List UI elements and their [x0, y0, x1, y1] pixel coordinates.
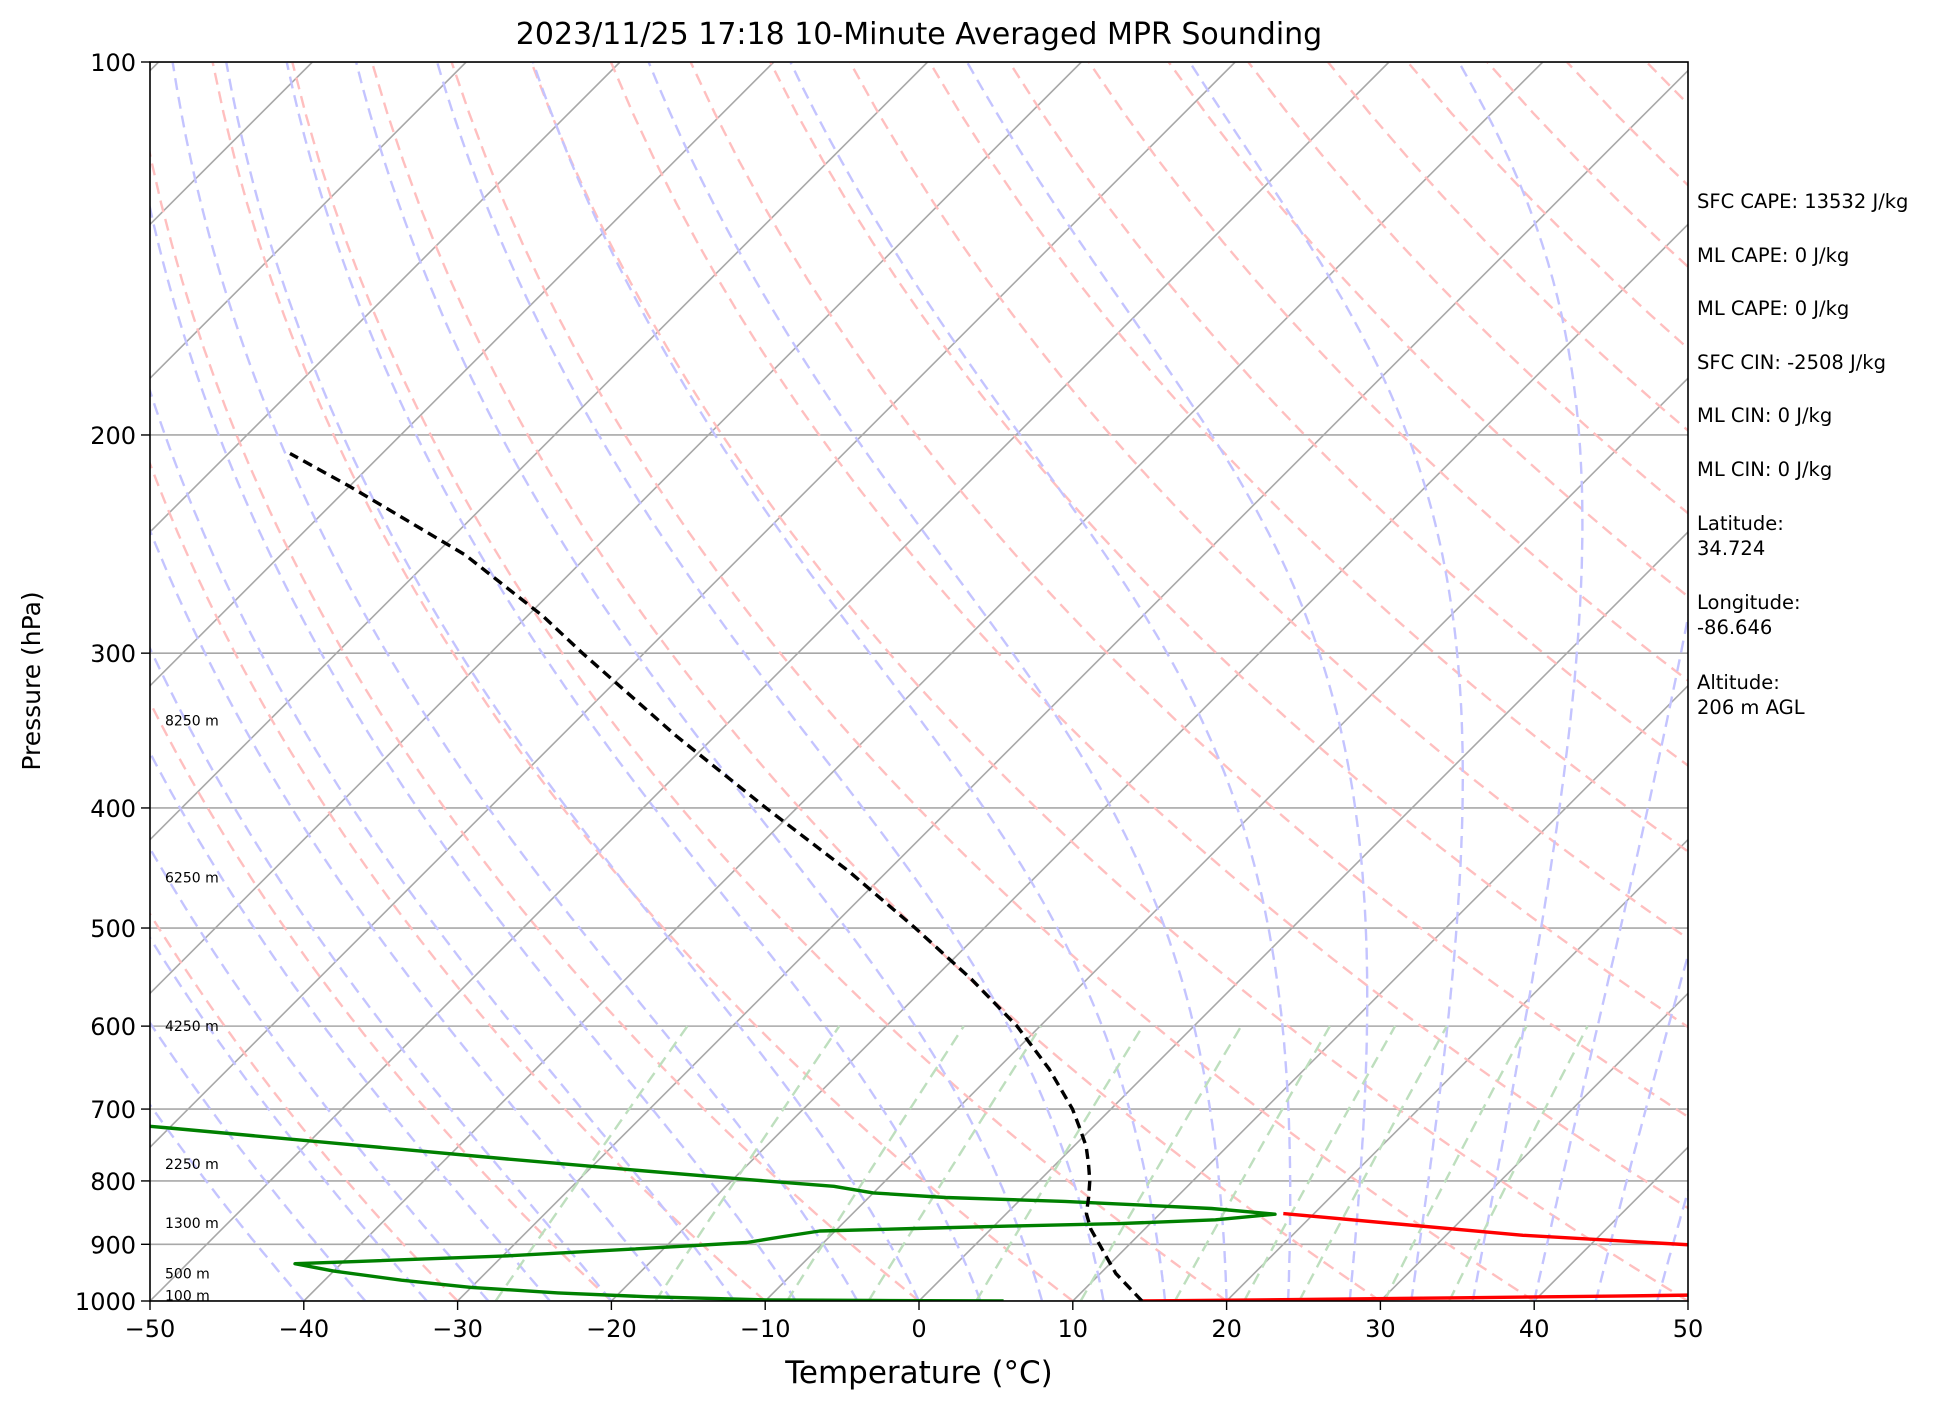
- y-tick-label: 800: [90, 1168, 136, 1196]
- moist-adiabat-line: [287, 62, 981, 1301]
- isotherm-line: [0, 62, 5, 1301]
- height-label: 2250 m: [165, 1157, 219, 1173]
- y-tick-label: 1000: [75, 1288, 136, 1316]
- latitude-value: 34.724: [1697, 538, 1765, 560]
- x-tick-label: 20: [1211, 1315, 1242, 1343]
- x-tick-label: −50: [125, 1315, 176, 1343]
- x-tick-label: 50: [1673, 1315, 1704, 1343]
- moist-adiabat-line: [0, 62, 488, 1301]
- moist-adiabat-line: [356, 62, 1042, 1301]
- y-tick-label: 300: [90, 640, 136, 668]
- series-line-temperature: [1142, 1214, 1950, 1301]
- height-label: 4250 m: [165, 1019, 219, 1035]
- x-axis-label: Temperature (°C): [784, 1355, 1053, 1391]
- height-label: 8250 m: [165, 714, 219, 730]
- moist-adiabat-line: [173, 62, 858, 1301]
- moist-adiabat-line: [226, 62, 919, 1301]
- altitude-label: Altitude:: [1697, 672, 1780, 694]
- dry-adiabat-line: [372, 62, 1381, 1301]
- x-tick-label: −10: [740, 1315, 791, 1343]
- altitude-value: 206 m AGL: [1697, 697, 1805, 719]
- isotherm-line: [611, 62, 1850, 1301]
- moist-adiabat-line: [1459, 62, 1583, 1301]
- x-tick-label: 10: [1058, 1315, 1089, 1343]
- x-tick-label: −30: [432, 1315, 483, 1343]
- sfc-cape-text: SFC CAPE: 13532 J/kg: [1697, 191, 1908, 213]
- y-tick-label: 400: [90, 795, 136, 823]
- isotherm-line: [458, 62, 1697, 1301]
- isotherm-line: [150, 62, 1389, 1301]
- dry-adiabat-line: [1328, 62, 1950, 1301]
- dry-adiabat-line: [452, 62, 1535, 1301]
- x-tick-label: 0: [911, 1315, 926, 1343]
- y-tick-label: 900: [90, 1231, 136, 1259]
- isotherm-line: [0, 62, 1081, 1301]
- height-label: 6250 m: [165, 870, 219, 886]
- moist-adiabat-line: [124, 62, 796, 1301]
- sfc-cin-text: SFC CIN: -2508 J/kg: [1697, 352, 1886, 374]
- moist-adiabat-line: [0, 62, 550, 1301]
- sounding-series: [0, 454, 1950, 1302]
- ml-cin-text-2: ML CIN: 0 J/kg: [1697, 459, 1832, 481]
- mixing-ratio-line: [1449, 1026, 1587, 1301]
- latitude-label: Latitude:: [1697, 513, 1784, 535]
- dry-adiabat-line: [611, 62, 1842, 1301]
- y-tick-label: 600: [90, 1013, 136, 1041]
- dry-adiabat-line: [1408, 62, 1950, 1301]
- mixing-ratio-line: [496, 1026, 688, 1301]
- moist-adiabat-line: [790, 62, 1290, 1301]
- x-tick-label: 40: [1519, 1315, 1550, 1343]
- mixing-ratio-line: [976, 1026, 1142, 1301]
- dry-adiabat-line: [0, 62, 458, 1301]
- chart-title: 2023/11/25 17:18 10-Minute Averaged MPR …: [516, 17, 1322, 52]
- isotherm-line: [304, 62, 1543, 1301]
- moist-adiabat-line: [80, 62, 734, 1301]
- mixing-ratio-line: [1175, 1026, 1330, 1301]
- ml-cape-text: ML CAPE: 0 J/kg: [1697, 245, 1849, 267]
- height-label: 100 m: [165, 1289, 210, 1305]
- x-tick-label: −20: [586, 1315, 637, 1343]
- y-tick-label: 700: [90, 1096, 136, 1124]
- isotherm-line: [0, 62, 466, 1301]
- dry-adiabat-line: [531, 62, 1688, 1301]
- y-tick-label: 500: [90, 915, 136, 943]
- moist-adiabat-line: [967, 62, 1367, 1301]
- mixing-ratio-line: [1384, 1026, 1526, 1301]
- longitude-value: -86.646: [1697, 617, 1772, 639]
- background-lines: [0, 62, 1950, 1301]
- height-label: 500 m: [165, 1266, 210, 1282]
- x-tick-label: 30: [1365, 1315, 1396, 1343]
- ml-cin-text: ML CIN: 0 J/kg: [1697, 405, 1832, 427]
- isotherm-line: [1842, 62, 1950, 1301]
- mixing-ratio-line: [787, 1026, 964, 1301]
- ml-cape-text-2: ML CAPE: 0 J/kg: [1697, 298, 1849, 320]
- y-tick-label: 200: [90, 422, 136, 450]
- height-label: 1300 m: [165, 1216, 219, 1232]
- x-tick-label: −40: [278, 1315, 329, 1343]
- mixing-ratio-line: [869, 1026, 1041, 1301]
- y-tick-label: 100: [90, 49, 136, 77]
- height-labels: 100 m 500 m 1300 m 2250 m 4250 m 6250 m 8250 m: [165, 714, 219, 1305]
- longitude-label: Longitude:: [1697, 592, 1801, 614]
- y-axis-label: Pressure (hPa): [17, 591, 46, 770]
- plot-frame: [150, 62, 1688, 1301]
